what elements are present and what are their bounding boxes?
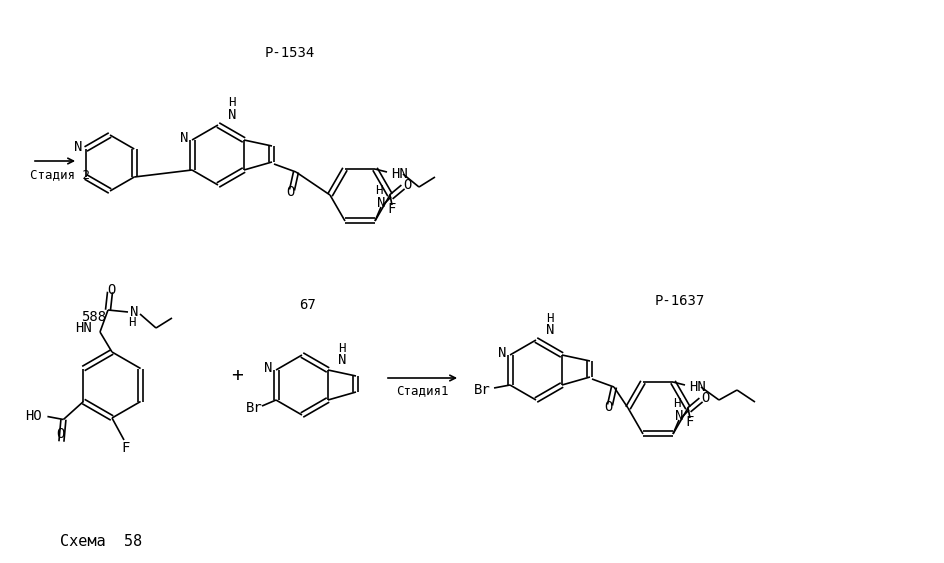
Text: N: N (74, 140, 82, 154)
Text: N: N (546, 323, 554, 337)
Text: Р-1534: Р-1534 (265, 46, 315, 60)
Text: O: O (107, 283, 115, 297)
Text: N: N (263, 361, 272, 375)
Text: HN: HN (391, 167, 408, 181)
Text: O: O (700, 391, 709, 405)
Text: N: N (338, 353, 346, 367)
Text: H: H (547, 311, 554, 324)
Text: N: N (675, 409, 683, 423)
Text: N: N (130, 305, 138, 319)
Text: HN: HN (76, 321, 93, 335)
Text: +: + (231, 365, 243, 385)
Text: H: H (128, 315, 136, 328)
Text: HN: HN (689, 380, 706, 394)
Text: H: H (338, 342, 346, 355)
Text: Схема  58: Схема 58 (60, 534, 143, 548)
Text: 588: 588 (81, 310, 107, 324)
Text: O: O (286, 185, 295, 199)
Text: H: H (376, 185, 382, 198)
Text: O: O (604, 400, 612, 414)
Text: O: O (403, 178, 412, 192)
Text: Р-1637: Р-1637 (655, 294, 705, 308)
Text: Br: Br (245, 401, 262, 415)
Text: H: H (228, 96, 236, 109)
Text: N: N (179, 131, 188, 145)
Text: F: F (122, 441, 130, 455)
Text: N: N (228, 108, 236, 122)
Text: Стадия 2: Стадия 2 (30, 168, 90, 181)
Text: Стадия1: Стадия1 (396, 385, 448, 397)
Text: 67: 67 (298, 298, 315, 312)
Text: O: O (57, 427, 64, 441)
Text: F: F (685, 415, 694, 429)
Text: N: N (497, 346, 506, 360)
Text: N: N (377, 196, 385, 210)
Text: HO: HO (25, 409, 42, 422)
Text: H: H (673, 397, 681, 410)
Text: F: F (388, 202, 396, 216)
Text: Br: Br (474, 383, 490, 397)
